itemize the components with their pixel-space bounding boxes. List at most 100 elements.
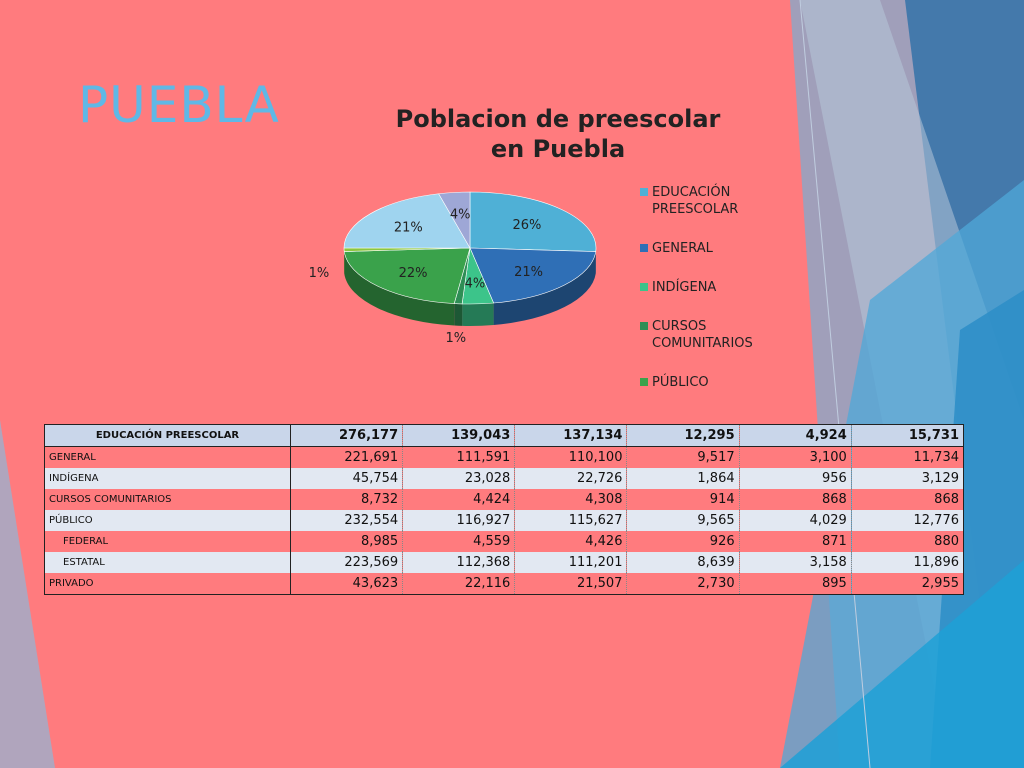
row-label: EDUCACIÓN PREESCOLAR xyxy=(44,424,291,447)
table-cell: 115,627 xyxy=(514,510,628,531)
legend-swatch xyxy=(640,188,648,196)
table-cell: 956 xyxy=(739,468,852,489)
table-row: FEDERAL 8,985 4,559 4,426 926 871 880 xyxy=(44,531,965,552)
row-label: GENERAL xyxy=(44,446,291,468)
table-cell: 4,029 xyxy=(739,510,852,531)
legend-swatch xyxy=(640,244,648,252)
table-cell: 868 xyxy=(739,489,852,510)
table-cell: 868 xyxy=(851,489,965,510)
table-cell: 8,732 xyxy=(290,489,404,510)
table-cell: 12,295 xyxy=(626,424,740,447)
table-cell: 223,569 xyxy=(290,552,404,573)
legend-label: INDÍGENA xyxy=(652,280,717,295)
legend-label: GENERAL xyxy=(652,241,713,256)
table-cell: 112,368 xyxy=(402,552,516,573)
row-label: CURSOS COMUNITARIOS xyxy=(44,489,291,510)
table-cell: 3,129 xyxy=(851,468,965,489)
table-row: ESTATAL 223,569 112,368 111,201 8,639 3,158 11… xyxy=(44,552,965,573)
pie-slice-side-4 xyxy=(344,251,455,326)
table-cell: 45,754 xyxy=(290,468,404,489)
row-label: PRIVADO xyxy=(44,573,291,595)
table-cell: 880 xyxy=(851,531,965,552)
table-cell: 11,896 xyxy=(851,552,965,573)
table-cell: 2,955 xyxy=(851,573,965,595)
table-cell: 22,116 xyxy=(402,573,516,595)
data-table: EDUCACIÓN PREESCOLAR 276,177 139,043 137,13… xyxy=(44,424,965,595)
table-cell: 15,731 xyxy=(851,424,965,447)
legend-label: PÚBLICO xyxy=(652,375,709,390)
table-cell: 43,623 xyxy=(290,573,404,595)
pie-label-3: 1% xyxy=(445,331,466,346)
table-row: GENERAL 221,691 111,591 110,100 9,517 3,100 11… xyxy=(44,446,965,468)
pie-label-1: 21% xyxy=(514,265,543,280)
pie-labels: 26% 21% 4% 1% 22% 1% 21% 4% xyxy=(309,208,543,346)
legend-item-3: CURSOS COMUNITARIOS xyxy=(640,318,840,352)
legend-item-4: PÚBLICO xyxy=(640,374,840,391)
table-cell: 111,591 xyxy=(402,446,516,468)
table-row: PRIVADO 43,623 22,116 21,507 2,730 895 2,955 xyxy=(44,573,965,595)
table-cell: 8,985 xyxy=(290,531,404,552)
pie-slice-4 xyxy=(343,247,471,304)
legend-swatch xyxy=(640,378,648,386)
table-cell: 914 xyxy=(626,489,740,510)
legend-item-0: EDUCACIÓN PREESCOLAR xyxy=(640,184,840,218)
pie-slice-6 xyxy=(343,193,471,249)
pie-label-0: 26% xyxy=(512,218,541,233)
table-cell: 2,730 xyxy=(626,573,740,595)
table-cell: 4,924 xyxy=(739,424,852,447)
legend-swatch xyxy=(640,322,648,330)
table-cell: 4,424 xyxy=(402,489,516,510)
table-row: PÚBLICO 232,554 116,927 115,627 9,565 4,029 12… xyxy=(44,510,965,531)
pie-label-5: 1% xyxy=(309,266,330,281)
table-cell: 111,201 xyxy=(514,552,628,573)
legend-item-2: INDÍGENA xyxy=(640,279,840,296)
pie-slice-0 xyxy=(469,191,597,252)
table-cell: 4,559 xyxy=(402,531,516,552)
table-cell: 23,028 xyxy=(402,468,516,489)
table-cell: 9,517 xyxy=(626,446,740,468)
table-cell: 895 xyxy=(739,573,852,595)
pie-slice-side-1 xyxy=(493,251,596,326)
pie-label-7: 4% xyxy=(450,208,471,223)
pie-slices xyxy=(343,191,597,305)
pie-slice-7 xyxy=(438,191,471,250)
table-cell: 8,639 xyxy=(626,552,740,573)
table-cell: 12,776 xyxy=(851,510,965,531)
legend-label: CURSOS COMUNITARIOS xyxy=(652,319,753,351)
row-label: PÚBLICO xyxy=(44,510,291,531)
table-cell: 9,565 xyxy=(626,510,740,531)
table-cell: 22,726 xyxy=(514,468,628,489)
pie-label-4: 22% xyxy=(399,266,428,281)
legend-item-1: GENERAL xyxy=(640,240,840,257)
table-cell: 116,927 xyxy=(402,510,516,531)
table-cell: 3,100 xyxy=(739,446,852,468)
table-cell: 3,158 xyxy=(739,552,852,573)
table-cell: 221,691 xyxy=(290,446,404,468)
table-cell: 21,507 xyxy=(514,573,628,595)
table-cell: 232,554 xyxy=(290,510,404,531)
chart-legend: EDUCACIÓN PREESCOLAR GENERAL INDÍGENA CURSO… xyxy=(640,184,840,413)
table-cell: 4,426 xyxy=(514,531,628,552)
legend-swatch xyxy=(640,283,648,291)
pie-sides xyxy=(344,248,596,326)
table-cell: 110,100 xyxy=(514,446,628,468)
table-cell: 276,177 xyxy=(290,424,404,447)
table-cell: 1,864 xyxy=(626,468,740,489)
table-header-row: EDUCACIÓN PREESCOLAR 276,177 139,043 137,13… xyxy=(44,424,965,447)
table-cell: 4,308 xyxy=(514,489,628,510)
pie-slice-1 xyxy=(469,247,597,304)
legend-label: EDUCACIÓN PREESCOLAR xyxy=(652,185,739,217)
table-cell: 139,043 xyxy=(402,424,516,447)
table-cell: 11,734 xyxy=(851,446,965,468)
table-cell: 926 xyxy=(626,531,740,552)
table-row: CURSOS COMUNITARIOS 8,732 4,424 4,308 914 868… xyxy=(44,489,965,510)
pie-slice-side-3 xyxy=(454,303,463,326)
pie-chart: 26% 21% 4% 1% 22% 1% 21% 4% xyxy=(309,191,597,346)
pie-label-6: 21% xyxy=(394,221,423,236)
pie-label-2: 4% xyxy=(465,277,486,292)
row-label: INDÍGENA xyxy=(44,468,291,489)
row-label: ESTATAL xyxy=(44,552,291,573)
chart-title: Poblacion de preescolar en Puebla xyxy=(395,105,721,163)
pie-slice-side-2 xyxy=(462,303,494,326)
table-cell: 137,134 xyxy=(514,424,628,447)
